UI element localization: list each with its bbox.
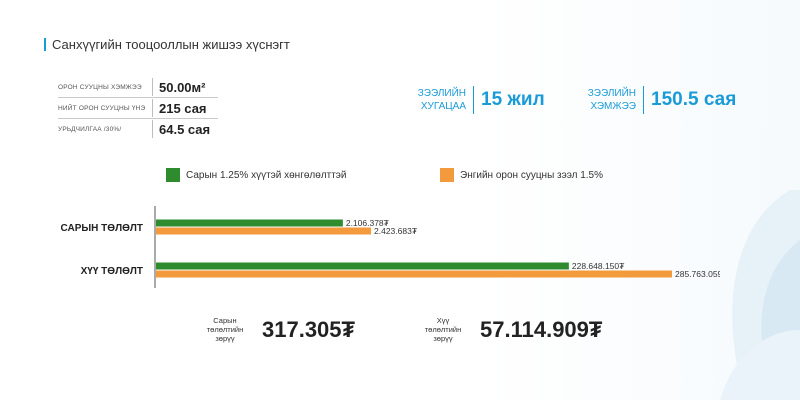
decorative-leaf-icon xyxy=(720,190,800,400)
specs-table: ОРОН СУУЦНЫ ХЭМЖЭЭ 50.00м² НИЙТ ОРОН СУУ… xyxy=(58,77,218,139)
page-title: Санхүүгийн тооцооллын жишээ хүснэгт xyxy=(44,37,290,52)
loan-amount-label-line2: ХЭМЖЭЭ xyxy=(590,101,636,112)
monthly-diff-label-line2: төлөлтийн xyxy=(206,325,244,334)
loan-term-label-line2: ХУГАЦАА xyxy=(420,101,466,112)
interest-diff-label-line3: зөрүү xyxy=(433,334,453,343)
monthly-diff-label: Сарын төлөлтийн зөрүү xyxy=(196,316,254,343)
data-label: 285.763.059₮ xyxy=(675,269,720,279)
monthly-diff-value: 317.305₮ xyxy=(262,316,355,342)
legend-label-green: Сарын 1.25% хүүтэй хөнгөлөлттэй xyxy=(186,169,347,181)
loan-term-value: 15 жил xyxy=(481,89,545,110)
title-accent-bar xyxy=(44,38,46,51)
loan-amount-stat: ЗЭЭЛИЙН ХЭМЖЭЭ 150.5 сая xyxy=(566,86,736,114)
spec-label: ОРОН СУУЦНЫ ХЭМЖЭЭ xyxy=(58,83,142,91)
interest-diff-value: 57.114.909₮ xyxy=(480,316,603,342)
spec-separator xyxy=(152,99,153,117)
category-label: ХҮҮ ТӨЛӨЛТ xyxy=(81,266,143,277)
category-label: САРЫН ТӨЛӨЛТ xyxy=(61,223,143,234)
spec-value: 50.00м² xyxy=(159,79,206,95)
spec-value: 64.5 сая xyxy=(159,121,211,137)
spec-row-size: ОРОН СУУЦНЫ ХЭМЖЭЭ 50.00м² xyxy=(58,77,218,98)
interest-diff-label: Хүү төлөлтийн зөрүү xyxy=(414,316,472,343)
data-label: 2.423.683₮ xyxy=(374,226,417,236)
bar-orange xyxy=(156,270,672,278)
spec-row-downpayment: УРЬДЧИЛГАА /30%/ 64.5 сая xyxy=(58,119,218,139)
loan-amount-value: 150.5 сая xyxy=(651,89,737,110)
bar-green xyxy=(156,262,569,270)
legend-item-green: Сарын 1.25% хүүтэй хөнгөлөлттэй xyxy=(166,168,347,182)
loan-amount-label-line1: ЗЭЭЛИЙН xyxy=(587,88,636,99)
spec-label: НИЙТ ОРОН СУУЦНЫ ҮНЭ xyxy=(58,104,146,112)
bar-orange xyxy=(156,227,371,235)
loan-term-stat: ЗЭЭЛИЙН ХУГАЦАА 15 жил xyxy=(396,86,545,114)
page-title-text: Санхүүгийн тооцооллын жишээ хүснэгт xyxy=(52,37,290,52)
legend-item-orange: Энгийн орон сууцны зээл 1.5% xyxy=(440,168,603,182)
loan-term-separator xyxy=(473,86,474,114)
monthly-diff-label-line1: Сарын xyxy=(213,316,237,325)
legend-label-orange: Энгийн орон сууцны зээл 1.5% xyxy=(460,169,604,181)
legend-swatch-green xyxy=(166,168,180,182)
interest-diff-label-line1: Хүү xyxy=(436,316,450,325)
loan-amount-label: ЗЭЭЛИЙН ХЭМЖЭЭ xyxy=(566,87,636,113)
spec-value: 215 сая xyxy=(159,100,207,116)
spec-row-price: НИЙТ ОРОН СУУЦНЫ ҮНЭ 215 сая xyxy=(58,98,218,119)
data-label: 228.648.150₮ xyxy=(572,261,624,271)
spec-separator xyxy=(152,78,153,96)
loan-term-label: ЗЭЭЛИЙН ХУГАЦАА xyxy=(396,87,466,113)
monthly-diff-label-line3: зөрүү xyxy=(215,334,235,343)
data-label: 2.106.378₮ xyxy=(346,218,389,228)
payment-bar-chart: САРЫН ТӨЛӨЛТ 2.106.378₮2.423.683₮ ХҮҮ ТӨЛӨ… xyxy=(61,206,720,288)
interest-diff: Хүү төлөлтийн зөрүү 57.114.909₮ xyxy=(414,316,603,343)
interest-diff-label-line2: төлөлтийн xyxy=(424,325,462,334)
legend-swatch-orange xyxy=(440,168,454,182)
spec-label: УРЬДЧИЛГАА /30%/ xyxy=(58,125,122,133)
loan-amount-separator xyxy=(643,86,644,114)
loan-term-label-line1: ЗЭЭЛИЙН xyxy=(417,88,466,99)
monthly-diff: Сарын төлөлтийн зөрүү 317.305₮ xyxy=(196,316,355,343)
spec-separator xyxy=(152,120,153,138)
bar-green xyxy=(156,219,343,227)
